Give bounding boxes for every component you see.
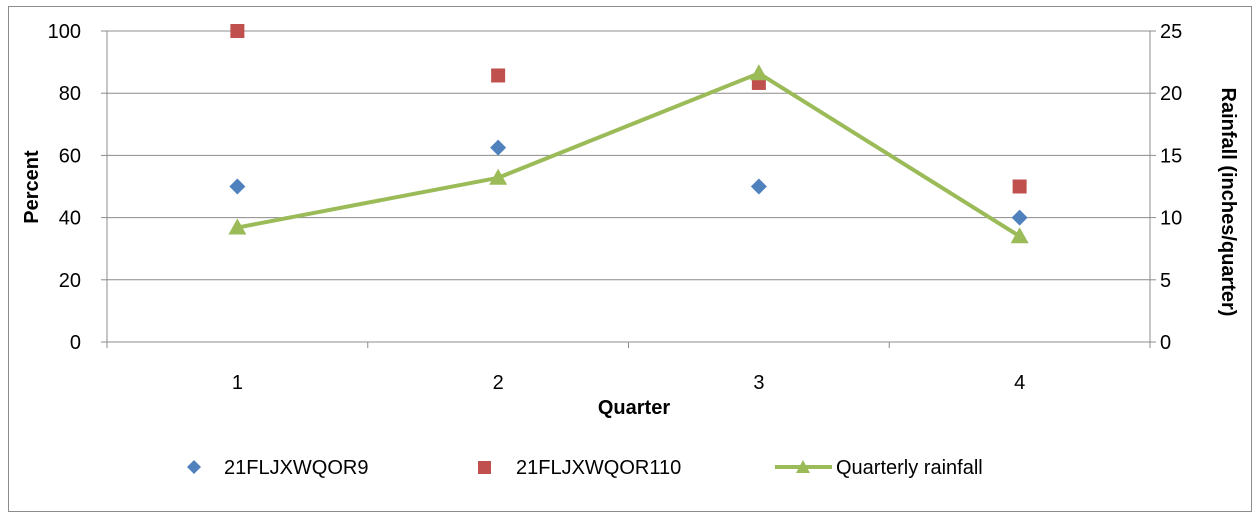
y-tick-label: 0 [70, 332, 81, 354]
x-axis-title: Quarter [598, 397, 670, 419]
legend-marker-triangle [796, 460, 810, 473]
x-tick-label: 4 [1014, 372, 1025, 394]
data-point-triangle [749, 64, 768, 81]
x-tick-label: 1 [232, 372, 243, 394]
legend: 21FLJXWQOR9 21FLJXWQOR110 Quarterly rain… [187, 457, 983, 479]
y-tick-label: 60 [59, 145, 81, 167]
y2-tick-label: 5 [1160, 270, 1171, 292]
x-tick-label: 3 [753, 372, 764, 394]
legend-label-series-2: 21FLJXWQOR110 [516, 457, 681, 479]
data-point-square [1012, 179, 1027, 194]
chart-area [8, 6, 1252, 512]
y-tick-label: 100 [48, 21, 81, 43]
y-tick-label: 80 [59, 83, 81, 105]
legend-marker-diamond [187, 460, 201, 474]
rainfall-line [237, 71, 1021, 238]
y-axis-ticks: 0 20 40 60 80 100 [48, 21, 81, 354]
y2-tick-label: 25 [1160, 21, 1182, 43]
data-point-diamond [229, 178, 246, 195]
x-axis-ticks: 1 2 3 4 [232, 372, 1025, 394]
data-point-diamond [750, 178, 767, 195]
y-tick-label: 40 [59, 208, 81, 230]
y-axis-title: Percent [21, 150, 43, 224]
y2-tick-label: 15 [1160, 145, 1182, 167]
axes [101, 30, 1156, 348]
y2-tick-label: 20 [1160, 83, 1182, 105]
legend-label-series-1: 21FLJXWQOR9 [224, 457, 368, 479]
y2-axis-ticks: 0 5 10 15 20 25 [1160, 21, 1182, 354]
data-point-square [230, 24, 245, 38]
y2-tick-label: 0 [1160, 332, 1171, 354]
gridlines [107, 30, 1150, 281]
plot-marks [228, 24, 1029, 244]
data-point-diamond [490, 139, 507, 156]
data-point-triangle [1010, 227, 1029, 244]
legend-label-series-3: Quarterly rainfall [836, 457, 983, 479]
y2-axis-title: Rainfall (inches/quarter) [1217, 88, 1239, 317]
y2-tick-label: 10 [1160, 208, 1182, 230]
data-point-square [491, 68, 506, 83]
data-point-diamond [1011, 209, 1028, 226]
x-tick-label: 2 [493, 372, 504, 394]
legend-marker-square [478, 461, 491, 474]
data-point-triangle [228, 218, 247, 235]
data-point-triangle [489, 168, 508, 185]
y-tick-label: 20 [59, 270, 81, 292]
